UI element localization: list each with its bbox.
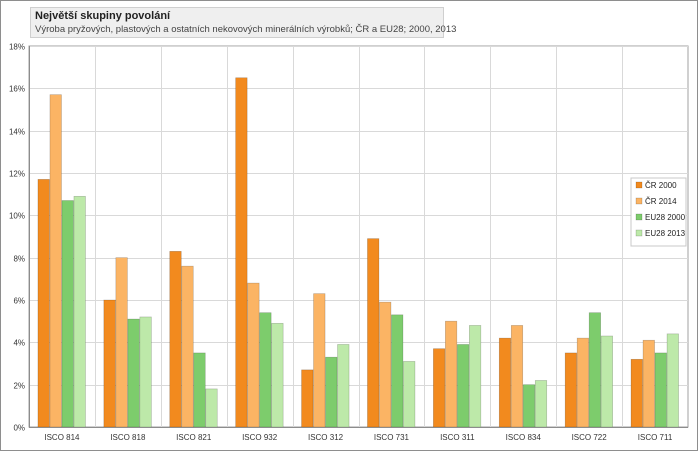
bar (127, 318, 140, 428)
bar (193, 352, 206, 428)
legend-swatch (635, 197, 643, 205)
bar (654, 352, 667, 428)
y-tick-label: 4% (13, 339, 25, 348)
legend-swatch (635, 229, 643, 237)
y-tick-label: 8% (13, 255, 25, 264)
legend-swatch (635, 213, 643, 221)
bar (498, 337, 512, 428)
bar (666, 333, 679, 428)
bar (325, 356, 338, 428)
bar (433, 348, 446, 428)
x-tick-label: ISCO 932 (242, 433, 278, 442)
bar (379, 301, 392, 428)
bar (235, 77, 248, 428)
x-tick-label: ISCO 814 (44, 433, 80, 442)
bar (457, 344, 470, 428)
bar (534, 380, 548, 428)
x-tick-label: ISCO 312 (308, 433, 344, 442)
bar (510, 325, 524, 428)
bar (600, 335, 613, 428)
y-tick-label: 14% (9, 128, 25, 137)
y-tick-label: 10% (9, 212, 25, 221)
y-tick-label: 16% (9, 85, 25, 94)
chart-title-box: Největší skupiny povolání Výroba pryžový… (30, 7, 457, 38)
bar (522, 384, 536, 428)
legend-label: EU28 2000 (645, 213, 686, 222)
bar (445, 320, 458, 428)
x-tick-label: ISCO 711 (638, 433, 673, 442)
bar (115, 257, 128, 428)
bar (73, 195, 86, 428)
bar (588, 312, 601, 428)
x-tick-label: ISCO 821 (176, 433, 212, 442)
legend-label: ČR 2000 (645, 181, 677, 190)
y-tick-label: 18% (9, 43, 25, 52)
bar (469, 325, 482, 428)
bar (139, 316, 152, 428)
x-tick-label: ISCO 834 (506, 433, 542, 442)
bar (403, 361, 416, 428)
bar (49, 94, 62, 428)
y-tick-label: 6% (13, 297, 25, 306)
bar (313, 293, 326, 428)
chart-title: Největší skupiny povolání (35, 10, 171, 22)
y-tick-label: 12% (9, 170, 25, 179)
y-tick-label: 0% (13, 424, 25, 433)
x-tick-label: ISCO 731 (374, 433, 410, 442)
bar (259, 312, 272, 428)
bar (576, 337, 589, 428)
bar (61, 200, 74, 428)
x-tick-label: ISCO 722 (572, 433, 608, 442)
bar (337, 344, 350, 428)
x-tick-label: ISCO 311 (440, 433, 475, 442)
bar (247, 282, 260, 428)
bar (169, 251, 182, 428)
bar (630, 358, 643, 428)
bar (103, 299, 116, 428)
bar (564, 352, 577, 428)
legend-label: ČR 2014 (645, 197, 677, 206)
bar (367, 238, 380, 428)
bar (205, 388, 218, 428)
y-tick-label: 2% (13, 382, 25, 391)
bar (271, 322, 284, 428)
bar (642, 339, 655, 428)
bar (181, 265, 194, 428)
bar (37, 179, 50, 428)
chart-subtitle: Výroba pryžových, plastových a ostatních… (35, 24, 457, 35)
bar (391, 314, 404, 428)
legend-label: EU28 2013 (645, 229, 686, 238)
bar (301, 369, 314, 428)
legend-swatch (635, 181, 643, 189)
x-tick-label: ISCO 818 (110, 433, 146, 442)
